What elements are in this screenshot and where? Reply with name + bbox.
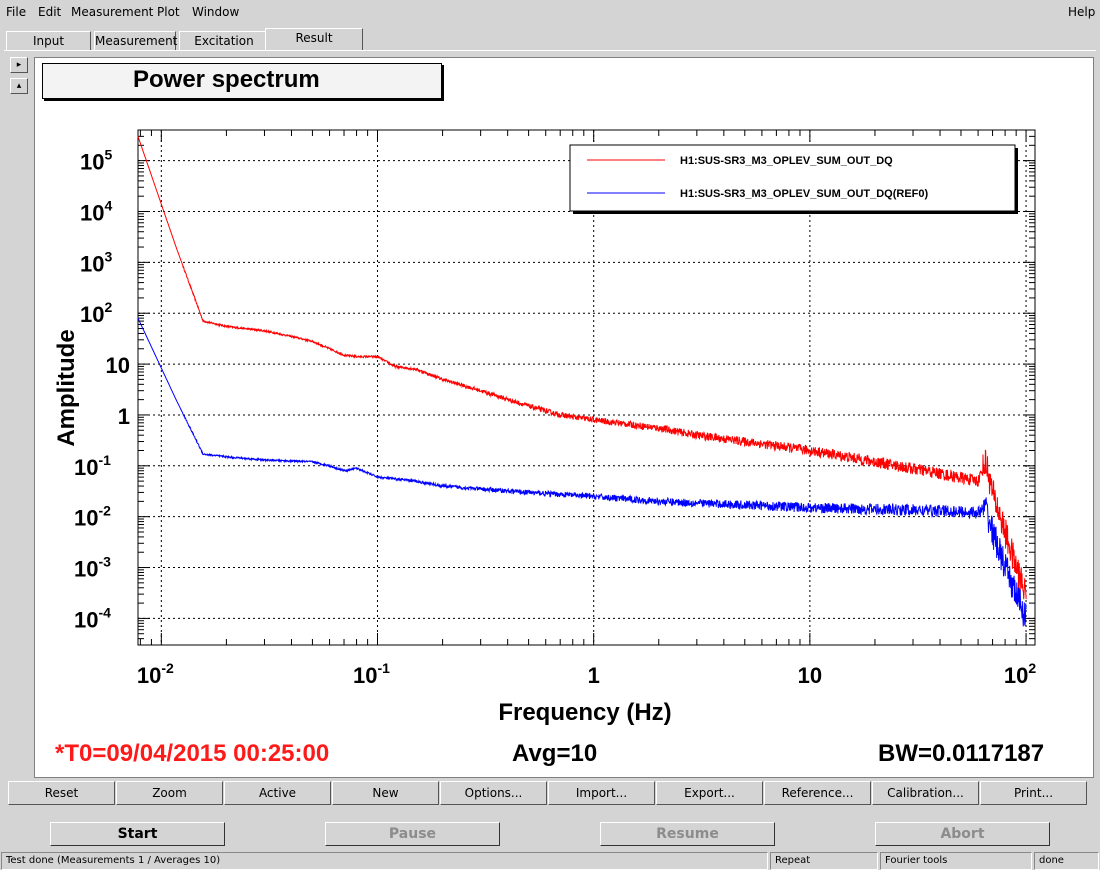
print-button[interactable]: Print... bbox=[980, 781, 1087, 805]
menu-window[interactable]: Window bbox=[192, 5, 240, 19]
t0-timestamp: *T0=09/04/2015 00:25:00 bbox=[55, 740, 330, 767]
legend-label-trace: H1:SUS-SR3_M3_OPLEV_SUM_OUT_DQ bbox=[680, 155, 893, 167]
bandwidth: BW=0.0117187 bbox=[878, 740, 1045, 767]
status-tool: Fourier tools bbox=[880, 852, 1032, 870]
avg-count: Avg=10 bbox=[512, 740, 598, 767]
y-tick-base: 10 bbox=[74, 506, 98, 531]
y-tick-base: 10 bbox=[74, 607, 98, 632]
y-tick-exponent: -2 bbox=[98, 503, 111, 519]
y-tick-exponent: 2 bbox=[104, 299, 112, 315]
calibration-button[interactable]: Calibration... bbox=[872, 781, 979, 805]
reference-button[interactable]: Reference... bbox=[764, 781, 871, 805]
y-tick-base: 10 bbox=[80, 251, 104, 276]
x-tick-exponent: -1 bbox=[378, 660, 391, 676]
x-tick-label: 10 bbox=[798, 663, 822, 688]
y-tick-exponent: -1 bbox=[98, 452, 111, 468]
x-tick-exponent: 2 bbox=[1028, 660, 1036, 676]
y-tick-label: 10-2 bbox=[74, 503, 111, 531]
y-tick-base: 10 bbox=[74, 557, 98, 582]
series-line bbox=[137, 136, 1027, 600]
pause-button[interactable]: Pause bbox=[325, 822, 500, 846]
plot-series bbox=[137, 136, 1027, 627]
y-tick-label: 10-1 bbox=[74, 452, 111, 480]
y-tick-exponent: -4 bbox=[98, 604, 111, 620]
y-tick-label: 10-3 bbox=[74, 554, 111, 582]
resume-button[interactable]: Resume bbox=[600, 822, 775, 846]
y-tick-label: 10-4 bbox=[74, 604, 111, 632]
up-arrow-icon[interactable]: ▴ bbox=[10, 78, 28, 94]
plot-button-row: Reset Zoom Active New Options... Import.… bbox=[8, 781, 1088, 805]
tab-divider bbox=[4, 50, 1096, 51]
menu-plot[interactable]: Plot bbox=[157, 5, 180, 19]
plot-tick-labels: 10-2 10-1 1 10 10210510410310210110-110-210-… bbox=[74, 147, 1036, 688]
start-button[interactable]: Start bbox=[50, 822, 225, 846]
tab-result[interactable]: Result bbox=[265, 28, 363, 51]
menu-measurement[interactable]: Measurement bbox=[71, 5, 154, 19]
legend-label-reference: H1:SUS-SR3_M3_OPLEV_SUM_OUT_DQ(REF0) bbox=[680, 188, 929, 200]
y-tick-base: 10 bbox=[74, 455, 98, 480]
y-tick-label: 104 bbox=[80, 197, 112, 225]
plot-grid bbox=[138, 130, 1035, 645]
plot-frame bbox=[137, 129, 1036, 646]
y-tick-label: 102 bbox=[80, 299, 112, 327]
y-tick-label: 1 bbox=[118, 404, 130, 429]
new-button[interactable]: New bbox=[332, 781, 439, 805]
status-repeat: Repeat bbox=[770, 852, 878, 870]
y-tick-exponent: 4 bbox=[104, 197, 112, 213]
import-button[interactable]: Import... bbox=[548, 781, 655, 805]
plot-axes bbox=[137, 129, 1036, 646]
menu-edit[interactable]: Edit bbox=[38, 5, 62, 19]
x-tick-base: 10 bbox=[137, 663, 161, 688]
export-button[interactable]: Export... bbox=[656, 781, 763, 805]
reset-button[interactable]: Reset bbox=[8, 781, 115, 805]
y-tick-base: 10 bbox=[106, 353, 130, 378]
legend: H1:SUS-SR3_M3_OPLEV_SUM_OUT_DQ H1:SUS-SR… bbox=[569, 144, 1018, 214]
active-button[interactable]: Active bbox=[224, 781, 331, 805]
plot-title: Power spectrum bbox=[42, 63, 442, 99]
y-tick-exponent: 5 bbox=[104, 147, 112, 163]
x-tick-base: 10 bbox=[798, 663, 822, 688]
menu-help[interactable]: Help bbox=[1068, 5, 1096, 19]
x-tick-exponent: -2 bbox=[161, 660, 174, 676]
y-axis-label: Amplitude bbox=[53, 329, 80, 446]
tab-excitation[interactable]: Excitation bbox=[179, 31, 269, 51]
y-tick-label: 103 bbox=[80, 248, 112, 276]
y-tick-exponent: -3 bbox=[98, 554, 111, 570]
x-tick-base: 10 bbox=[1004, 663, 1028, 688]
y-tick-label: 10 bbox=[106, 353, 130, 378]
tab-bar: Input Measurement Excitation Result bbox=[0, 28, 1100, 51]
x-tick-label: 10-2 bbox=[137, 660, 174, 688]
x-tick-base: 10 bbox=[353, 663, 377, 688]
status-state: done bbox=[1034, 852, 1099, 870]
x-tick-label: 102 bbox=[1004, 660, 1036, 688]
series-line bbox=[137, 317, 1027, 627]
y-tick-base: 10 bbox=[80, 200, 104, 225]
x-tick-base: 1 bbox=[588, 663, 600, 688]
status-message: Test done (Measurements 1 / Averages 10) bbox=[1, 852, 768, 870]
menu-file[interactable]: File bbox=[6, 5, 27, 19]
tab-measurement[interactable]: Measurement bbox=[94, 31, 177, 51]
y-tick-base: 10 bbox=[80, 150, 104, 175]
y-tick-base: 1 bbox=[118, 404, 130, 429]
right-arrow-icon[interactable]: ▸ bbox=[10, 57, 28, 73]
x-axis-label: Frequency (Hz) bbox=[498, 699, 671, 726]
x-tick-label: 1 bbox=[588, 663, 600, 688]
plot-svg: 10-2 10-1 1 10 10210510410310210110-110-210-… bbox=[53, 129, 1036, 726]
menu-bar: File Edit Measurement Plot Window Help bbox=[0, 0, 1100, 26]
y-tick-exponent: 3 bbox=[104, 248, 112, 264]
y-tick-label: 105 bbox=[80, 147, 112, 175]
options-button[interactable]: Options... bbox=[440, 781, 547, 805]
abort-button[interactable]: Abort bbox=[875, 822, 1050, 846]
tab-input[interactable]: Input bbox=[6, 31, 91, 51]
zoom-button[interactable]: Zoom bbox=[116, 781, 223, 805]
y-tick-base: 10 bbox=[80, 302, 104, 327]
x-tick-label: 10-1 bbox=[353, 660, 390, 688]
